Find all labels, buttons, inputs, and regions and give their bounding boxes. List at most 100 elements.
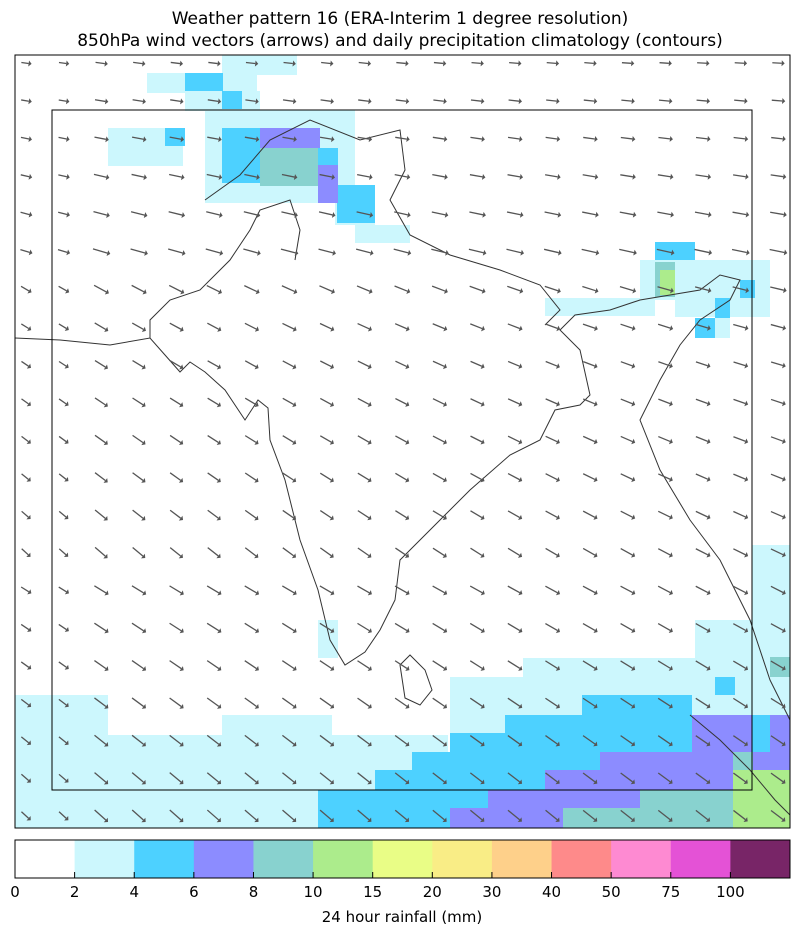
- arrow-head: [744, 589, 749, 596]
- arrow-head: [631, 98, 635, 105]
- wind-arrow: [169, 772, 182, 783]
- wind-arrow: [94, 359, 106, 368]
- arrow-head: [707, 135, 711, 142]
- arrow-head: [442, 703, 447, 709]
- arrow-head: [480, 627, 485, 634]
- arrow-head: [593, 514, 598, 520]
- wind-arrow: [133, 61, 143, 65]
- wind-arrow: [432, 734, 445, 745]
- arrow-head: [668, 476, 673, 483]
- arrow-head: [706, 60, 710, 67]
- arrow-head: [781, 60, 785, 67]
- arrow-head: [181, 212, 186, 218]
- arrow-head: [64, 325, 69, 332]
- arrow-head: [64, 740, 69, 746]
- wind-arrow: [206, 284, 220, 293]
- arrow-head: [367, 628, 372, 634]
- arrow-head: [254, 779, 259, 785]
- wind-arrow: [357, 585, 370, 594]
- wind-arrow: [507, 174, 521, 178]
- arrow-head: [292, 401, 297, 408]
- wind-arrow: [508, 99, 520, 102]
- arrow-head: [292, 590, 297, 596]
- wind-arrow: [357, 472, 370, 481]
- wind-arrow: [469, 622, 483, 632]
- wind-arrow: [130, 248, 146, 254]
- arrow-head: [480, 60, 484, 67]
- wind-arrow: [357, 547, 370, 557]
- wind-arrow: [58, 661, 67, 668]
- wind-arrow: [695, 772, 709, 783]
- arrow-head: [668, 438, 673, 445]
- arrow-head: [218, 136, 222, 143]
- wind-arrow: [507, 547, 520, 556]
- arrow-head: [518, 627, 523, 634]
- arrow-head: [254, 60, 259, 67]
- wind-arrow: [432, 809, 445, 821]
- wind-arrow: [695, 323, 709, 329]
- wind-arrow: [20, 174, 30, 178]
- wind-arrow: [507, 473, 520, 481]
- wind-arrow: [319, 622, 333, 632]
- arrow-head: [254, 439, 259, 445]
- colorbar-segment: [193, 840, 254, 878]
- wind-arrow: [206, 697, 220, 707]
- arrow-head: [631, 60, 635, 67]
- arrow-head: [781, 665, 786, 671]
- colorbar-segment: [730, 840, 791, 878]
- wind-arrow: [244, 472, 257, 481]
- arrow-head: [179, 817, 184, 823]
- arrow-head: [217, 288, 222, 295]
- precip-cell: [222, 91, 242, 109]
- wind-arrow: [620, 510, 633, 518]
- wind-arrow: [658, 136, 671, 140]
- arrow-head: [480, 817, 485, 823]
- arrow-head: [64, 439, 69, 444]
- wind-arrow: [20, 285, 30, 292]
- arrow-head: [668, 552, 673, 558]
- wind-arrow: [507, 809, 521, 821]
- wind-arrow: [470, 136, 483, 140]
- wind-arrow: [470, 360, 483, 367]
- wind-arrow: [621, 62, 632, 64]
- wind-arrow: [207, 509, 219, 519]
- wind-arrow: [583, 360, 595, 367]
- arrow-head: [254, 817, 259, 823]
- wind-arrow: [169, 547, 182, 557]
- arrow-head: [557, 287, 561, 294]
- wind-arrow: [733, 436, 746, 442]
- arrow-head: [442, 439, 447, 445]
- arrow-head: [443, 325, 448, 332]
- arrow-head: [329, 515, 334, 521]
- wind-arrow: [694, 248, 710, 254]
- arrow-head: [331, 174, 335, 180]
- arrow-head: [216, 439, 221, 445]
- wind-arrow: [132, 434, 144, 444]
- arrow-head: [64, 589, 69, 595]
- wind-arrow: [507, 435, 520, 443]
- wind-arrow: [244, 285, 258, 293]
- wind-arrow: [432, 398, 445, 405]
- wind-arrow: [431, 285, 446, 292]
- wind-arrow: [321, 61, 331, 65]
- wind-arrow: [205, 248, 221, 254]
- arrow-head: [518, 439, 523, 445]
- wind-arrow: [507, 285, 521, 292]
- arrow-head: [330, 98, 334, 105]
- arrow-head: [142, 98, 146, 105]
- arrow-head: [442, 401, 447, 407]
- wind-arrow: [432, 585, 445, 594]
- arrow-head: [330, 665, 335, 671]
- colorbar-segment: [670, 840, 731, 878]
- arrow-head: [28, 136, 32, 142]
- arrow-head: [593, 665, 598, 671]
- arrow-head: [781, 589, 786, 596]
- arrow-head: [28, 249, 33, 256]
- wind-arrow: [582, 585, 596, 594]
- arrow-head: [670, 211, 674, 218]
- arrow-head: [368, 136, 373, 143]
- wind-arrow: [282, 136, 295, 140]
- arrow-head: [26, 778, 31, 783]
- arrow-head: [595, 211, 599, 218]
